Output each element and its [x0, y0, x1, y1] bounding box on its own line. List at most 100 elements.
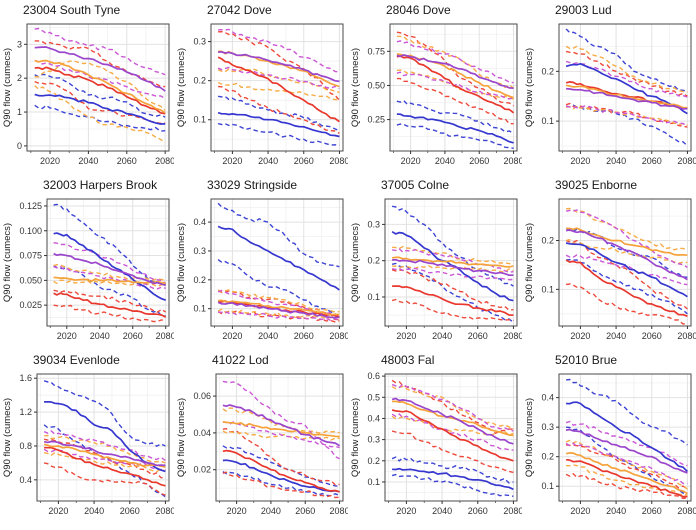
series-line-red-upper	[53, 289, 167, 313]
y-axis-label: Q90 flow (cumecs)	[176, 223, 187, 302]
y-tick-label: 0.050	[19, 275, 42, 285]
series-line-orange-median	[392, 256, 514, 268]
y-axis-label: Q90 flow (cumecs)	[2, 48, 13, 127]
y-tick-label: 0.2	[541, 66, 554, 76]
series-line-red-median	[391, 409, 514, 462]
x-tick-label: 2040	[606, 156, 626, 166]
chart-panel: 2020 2040 2060 2080 0.1 0.2 0.3 0.4 Q90 flow (cu…	[522, 350, 696, 525]
series-line-orange-lower	[391, 415, 514, 436]
series-line-blue-lower	[391, 473, 514, 497]
series-line-purple-upper	[34, 27, 166, 76]
series-line-red-median	[34, 66, 166, 115]
series-line-red-lower	[53, 304, 166, 323]
series-line-orange-lower	[217, 308, 340, 320]
y-tick-label: 0.125	[19, 201, 42, 211]
chart-panel: 2020 2040 2060 2080 0.1 0.2 0.3 0.4 Q90 flow (cu…	[174, 175, 349, 350]
x-tick-label: 2040	[261, 506, 281, 516]
panel-title: 39034 Evenlode	[33, 353, 120, 367]
y-tick-label: 0.50	[367, 80, 385, 90]
series-line-purple-median	[43, 440, 166, 467]
chart-panel: 2020 2040 2060 2080 0 1 2 3 Q90 flow (cumecs) 230…	[0, 0, 175, 175]
series-line-red-median	[217, 56, 340, 123]
y-tick-label: 0.25	[367, 115, 385, 125]
x-tick-label: 2080	[330, 506, 348, 516]
y-tick-label: 0.3	[193, 246, 206, 256]
chart-svg: 2020 2040 2060 2080 0.1 0.2 Q90 flow (cumecs) 2…	[524, 3, 696, 166]
panel-border	[210, 23, 344, 152]
series-line-blue-median	[392, 467, 514, 491]
series-line-red-median	[222, 449, 340, 493]
panel-title: 29003 Lud	[555, 3, 612, 17]
series-line-orange-median	[566, 227, 688, 257]
series-line-red-upper	[218, 31, 340, 101]
x-tick-label: 2020	[222, 156, 242, 166]
series-line-purple-median	[565, 428, 688, 474]
chart-panel: 2020 2040 2060 2080 0.1 0.2 0.3 Q90 flow (cumec…	[174, 0, 349, 175]
series-line-purple-median	[392, 258, 514, 277]
series-line-orange-lower	[217, 81, 340, 101]
y-axis-label: Q90 flow (cumecs)	[2, 398, 13, 477]
series-line-red-lower	[396, 77, 514, 125]
chart-panel: 2020 2040 2060 2080 0.1 0.2 0.3 Q90 flow (cumec…	[348, 175, 523, 350]
panel-title: 23004 South Tyne	[23, 3, 121, 17]
chart-panel: 2020 2040 2060 2080 0.02 0.04 0.06 Q90 flow (cu…	[174, 350, 350, 525]
series-line-blue-median	[222, 459, 340, 493]
plot-area	[559, 24, 691, 151]
x-tick-label: 2060	[295, 506, 315, 516]
y-tick-label: 0.1	[193, 115, 206, 125]
series-line-orange-lower	[43, 451, 166, 473]
chart-svg: 2020 2040 2060 2080 0.025 0.050 0.075 0.100 0.12…	[2, 178, 176, 341]
x-tick-label: 2040	[432, 331, 452, 341]
series-line-purple-upper	[396, 40, 514, 84]
panel-border	[558, 23, 692, 152]
series-line-blue-upper	[217, 95, 340, 132]
chart-panel: 2020 2040 2060 2080 0.4 0.8 1.2 1.6 Q90 flow (cu…	[0, 350, 175, 525]
y-tick-label: 0.025	[19, 300, 42, 310]
y-tick-label: 1.2	[19, 407, 32, 417]
series-line-purple-upper	[565, 209, 688, 268]
chart-svg: 2020 2040 2060 2080 0.1 0.2 0.3 0.4 Q90 flow (cu…	[524, 353, 696, 516]
series-line-blue-median	[566, 401, 688, 473]
x-tick-label: 2080	[156, 331, 174, 341]
series-line-red-upper	[565, 50, 688, 97]
series-line-orange-median	[53, 276, 166, 285]
series-line-blue-lower	[222, 471, 340, 497]
y-tick-label: 0.4	[193, 217, 206, 227]
y-axis-label: Q90 flow (cumecs)	[524, 223, 535, 302]
y-tick-label: 2	[17, 73, 22, 83]
panel-border	[46, 198, 170, 327]
x-tick-label: 2060	[642, 331, 662, 341]
y-axis-label: Q90 flow (cumecs)	[176, 398, 187, 477]
x-tick-label: 2060	[468, 506, 488, 516]
series-line-red-median	[53, 292, 167, 318]
series-line-red-lower	[222, 471, 340, 499]
series-line-purple-upper	[565, 60, 688, 98]
x-tick-label: 2080	[155, 156, 174, 166]
series-line-red-median	[44, 446, 166, 487]
x-tick-label: 2080	[155, 506, 174, 516]
x-tick-label: 2080	[677, 506, 696, 516]
series-line-blue-upper	[217, 202, 340, 268]
series-line-orange-median	[565, 452, 688, 495]
series-line-orange-lower	[34, 85, 166, 144]
y-axis-label: Q90 flow (cumecs)	[350, 398, 361, 477]
chart-svg: 2020 2040 2060 2080 0.1 0.2 0.3 0.4 Q90 flow (cu…	[176, 178, 349, 341]
x-tick-label: 2040	[84, 506, 104, 516]
y-tick-label: 0.4	[541, 393, 554, 403]
series-line-orange-upper	[565, 439, 688, 490]
series-line-orange-median	[43, 443, 166, 468]
y-tick-label: 0.3	[541, 422, 554, 432]
series-line-red-lower	[391, 298, 514, 322]
series-line-orange-median	[218, 299, 340, 316]
series-line-purple-lower	[222, 421, 340, 449]
panel-border	[36, 373, 170, 502]
y-tick-label: 0.075	[19, 251, 42, 261]
x-tick-label: 2080	[329, 331, 348, 341]
series-line-purple-median	[391, 397, 514, 445]
series-line-blue-lower	[396, 123, 514, 149]
x-tick-label: 2060	[469, 156, 489, 166]
series-line-blue-lower	[34, 104, 166, 132]
y-tick-label: 0.75	[367, 46, 385, 56]
series-line-orange-upper	[53, 263, 166, 282]
panel-title: 39025 Enborne	[555, 178, 637, 192]
